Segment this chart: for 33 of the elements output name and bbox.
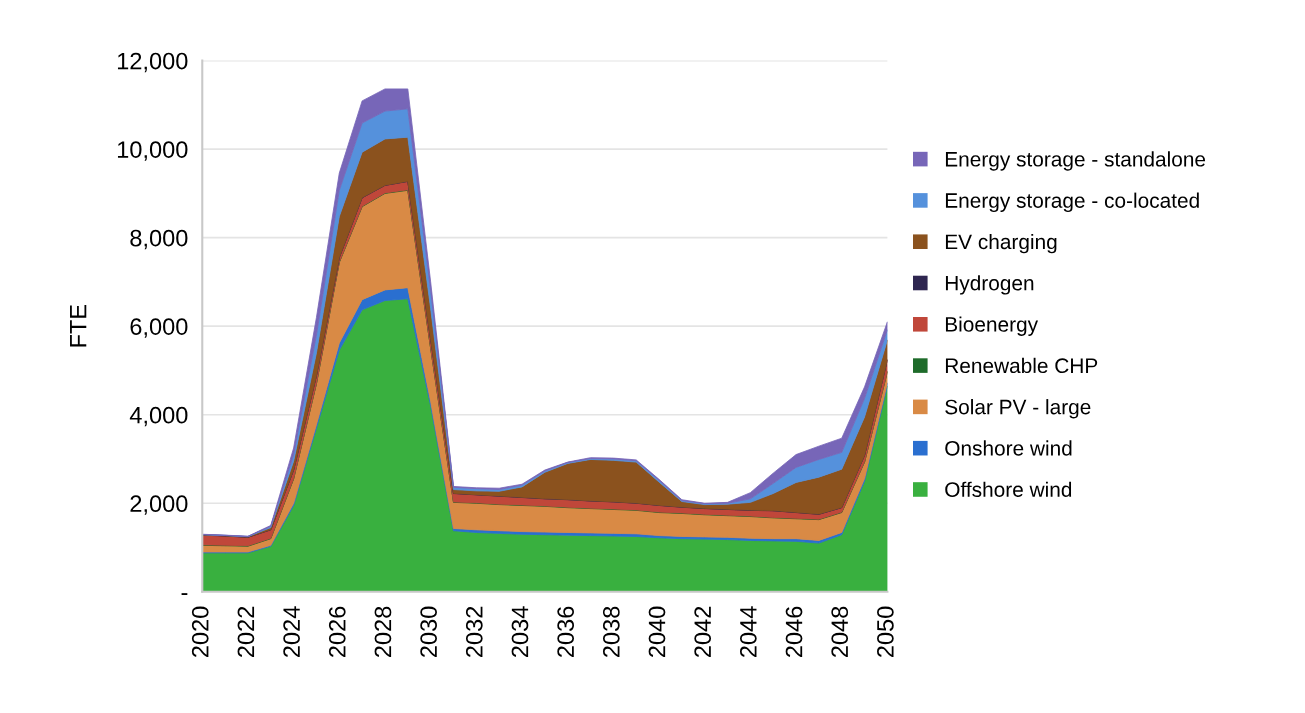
x-tick-label: 2048: [831, 606, 849, 658]
x-tick-label: 2034: [511, 606, 529, 658]
x-tick-label: 2024: [283, 606, 300, 658]
legend-label: Bioenergy: [945, 316, 1039, 336]
x-tick-label: 2030: [420, 606, 437, 658]
x-tick-label: 2038: [602, 606, 620, 658]
y-tick-label: 2,000: [130, 495, 188, 515]
x-tick-label: 2042: [694, 606, 712, 658]
x-tick-label: 2044: [739, 606, 757, 658]
x-tick-label: 2032: [465, 606, 483, 658]
y-tick-label: 4,000: [129, 406, 188, 427]
y-tick-label: 8,000: [130, 229, 188, 250]
x-tick-label: 2020: [191, 606, 209, 658]
legend-label: Offshore wind: [945, 481, 1072, 497]
y-tick-label: 10,000: [117, 141, 188, 161]
y-tick-label: 6,000: [130, 318, 188, 338]
legend-label: Hydrogen: [945, 275, 1034, 295]
x-tick-label: 2026: [328, 606, 346, 658]
x-tick-label: 2028: [374, 606, 392, 658]
y-tick-label: 12,000: [117, 52, 188, 73]
legend-label: Onshore wind: [945, 440, 1072, 456]
y-axis-title: FTE: [70, 304, 87, 347]
x-tick-label: 2040: [648, 606, 666, 658]
x-tick-label: 2046: [785, 606, 803, 658]
x-tick-label: 2050: [877, 606, 894, 658]
legend-label: Energy storage - co-located: [945, 192, 1199, 213]
legend-label: Renewable CHP: [945, 357, 1098, 374]
x-tick-label: 2036: [557, 606, 575, 658]
legend-label: Energy storage - standalone: [945, 151, 1206, 171]
y-tick-label: -: [181, 593, 188, 595]
x-tick-label: 2022: [237, 606, 255, 658]
legend-label: Solar PV - large: [945, 399, 1091, 419]
legend-label: EV charging: [945, 233, 1057, 254]
